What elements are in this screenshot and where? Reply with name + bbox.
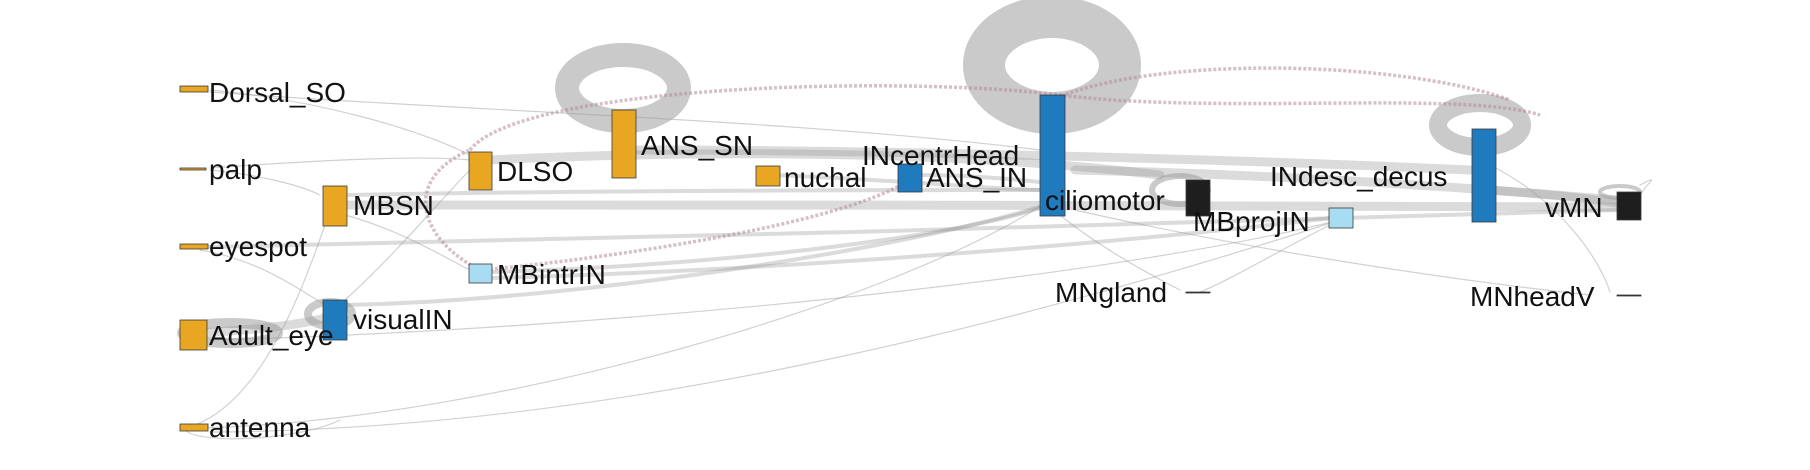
- edge-MBSN-vMN: [340, 200, 1625, 212]
- label-MBintrIN: MBintrIN: [497, 259, 606, 290]
- edge-Adult_eye-MBprojIN: [209, 219, 1341, 341]
- edge-palp-MBSN: [209, 169, 321, 196]
- edge-antenna-MBprojIN: [209, 219, 1341, 433]
- node-palp[interactable]: [179, 167, 207, 171]
- label-palp: palp: [209, 154, 262, 185]
- edge-INdesc-MNheadV: [1489, 164, 1611, 293]
- edge-antenna-MBSN: [194, 209, 331, 426]
- label-visualIN: visualIN: [353, 304, 453, 335]
- node-nuchal[interactable]: [755, 165, 781, 187]
- edge-eyespot-vMN: [208, 208, 1622, 249]
- nodes: [179, 85, 1642, 432]
- edge-antenna-loop: [184, 419, 341, 440]
- label-INcentrHead: INcentrHead: [862, 140, 1019, 171]
- label-MBprojIN: MBprojIN: [1193, 206, 1310, 237]
- label-INdesc_decus: INdesc_decus: [1270, 161, 1447, 192]
- node-MBSN[interactable]: [322, 185, 348, 227]
- label-antenna: antenna: [209, 412, 311, 443]
- edge-MBintrIN-MBprojIN: [488, 216, 1332, 280]
- label-nuchal: nuchal: [784, 162, 867, 193]
- node-ANS_IN[interactable]: [897, 163, 923, 193]
- edge-MBSN-MBintrIN: [344, 214, 471, 271]
- node-motor-black[interactable]: [1185, 179, 1211, 217]
- node-eyespot[interactable]: [179, 243, 209, 250]
- label-vMN: vMN: [1545, 192, 1603, 223]
- edge-Dorsal_SO-DLSO: [209, 89, 471, 156]
- edge-nuchal-ciliomotor: [773, 173, 1052, 192]
- label-MNgland: MNgland: [1055, 277, 1167, 308]
- node-MBprojIN[interactable]: [1328, 207, 1354, 229]
- node-MNgland[interactable]: [1185, 291, 1211, 294]
- node-ANS_SN[interactable]: [611, 109, 637, 179]
- edge-visualIN-ciliomotor: [343, 198, 1062, 307]
- label-ANS_IN: ANS_IN: [926, 162, 1027, 193]
- node-MBintrIN[interactable]: [468, 263, 493, 284]
- label-MNheadV: MNheadV: [1470, 281, 1595, 312]
- label-DLSO: DLSO: [497, 156, 573, 187]
- label-Adult_eye: Adult_eye: [209, 320, 334, 351]
- edge-antenna-ciliomotor: [199, 199, 1051, 429]
- edge-MBSN-ciliomotor: [343, 188, 1042, 197]
- node-ciliomotor[interactable]: [1039, 94, 1066, 217]
- node-labels: Dorsal_SO palp eyespot Adult_eye antenna…: [209, 77, 1603, 443]
- edge-ANS_SN-INdesc: [630, 145, 1475, 175]
- node-antenna[interactable]: [179, 423, 209, 432]
- label-Dorsal_SO: Dorsal_SO: [209, 77, 346, 108]
- edge-visualIN-DLSO: [344, 169, 471, 301]
- edge-ciliomotor-MNgland: [1059, 214, 1181, 291]
- label-ciliomotor: ciliomotor: [1045, 185, 1165, 216]
- node-DLSO[interactable]: [468, 151, 493, 191]
- node-INdesc_decus[interactable]: [1471, 128, 1497, 223]
- edge-MBprojIN-MNgland: [1199, 224, 1331, 293]
- edge-vMN-return: [1639, 179, 1653, 196]
- edge-Adult_eye-visualIN: [195, 313, 330, 338]
- node-Dorsal_SO[interactable]: [179, 85, 209, 93]
- node-vMN[interactable]: [1616, 191, 1642, 221]
- node-Adult_eye[interactable]: [179, 319, 208, 351]
- edge-dashed-4: [479, 168, 922, 272]
- edge-dashed-2: [1051, 66, 1511, 102]
- edge-palp-DLSO: [209, 157, 471, 169]
- node-visualIN[interactable]: [322, 299, 348, 341]
- edge-MBintrIN-ciliomotor: [488, 198, 1062, 274]
- label-eyespot: eyespot: [209, 231, 307, 262]
- edge-eyespot-visualIN: [199, 249, 326, 306]
- edge-ciliomotor-vMN: [1070, 165, 1620, 205]
- edge-ciliomotor-MNheadV: [1074, 209, 1591, 296]
- edge-DLSO-ciliomotor: [485, 149, 1165, 180]
- node-MNheadV[interactable]: [1616, 294, 1642, 297]
- label-ANS_SN: ANS_SN: [641, 130, 753, 161]
- label-MBSN: MBSN: [353, 190, 434, 221]
